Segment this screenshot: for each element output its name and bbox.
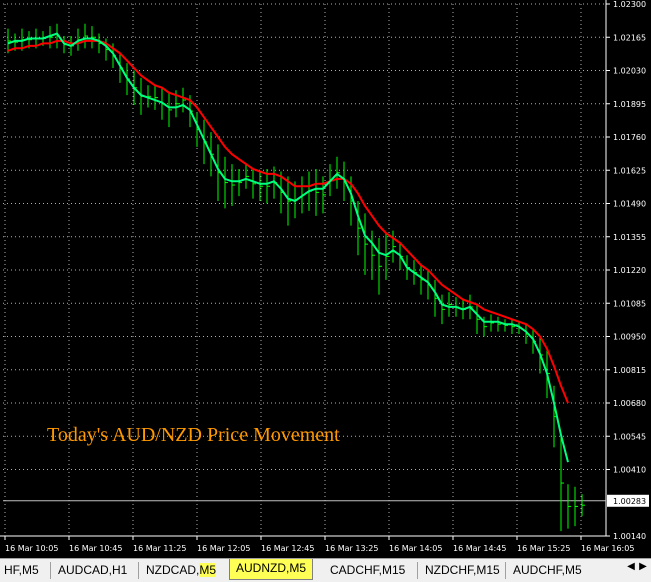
tab-scroll-arrows: ◀ ▶: [625, 561, 651, 580]
price-tick-label: 1.01220: [613, 266, 646, 275]
time-tick-label: 16 Mar 12:05: [197, 544, 250, 553]
price-tick-label: 1.01625: [613, 166, 646, 175]
price-tick-label: 1.00950: [613, 333, 646, 342]
price-tick-label: 1.00140: [613, 532, 646, 541]
tab-audcad-h1[interactable]: AUDCAD,H1: [58, 563, 128, 577]
time-tick-label: 16 Mar 11:25: [133, 544, 186, 553]
chart-annotation: Today's AUD/NZD Price Movement: [47, 424, 340, 446]
time-tick-label: 16 Mar 12:45: [261, 544, 314, 553]
tab-label-highlight: M5: [199, 563, 217, 577]
tab-cadchf-m15[interactable]: CADCHF,M15: [330, 563, 406, 577]
time-tick-label: 16 Mar 10:05: [5, 544, 58, 553]
price-tick-label: 1.01760: [613, 133, 646, 142]
price-tick-label: 1.01085: [613, 299, 646, 308]
time-tick-label: 16 Mar 10:45: [69, 544, 122, 553]
right-arrow-icon[interactable]: ▶: [639, 561, 647, 572]
time-tick-label: 16 Mar 16:05: [581, 544, 634, 553]
tab-audnzd-m5[interactable]: AUDNZD,M5: [229, 559, 314, 580]
time-tick-label: 16 Mar 14:05: [389, 544, 442, 553]
current-price-label: 1.00283: [613, 497, 646, 506]
time-tick-label: 16 Mar 14:45: [453, 544, 506, 553]
price-tick-label: 1.00815: [613, 366, 646, 375]
tab-audchf-m5[interactable]: AUDCHF,M5: [513, 563, 582, 577]
current-price-box: [607, 494, 649, 507]
price-tick-label: 1.02300: [613, 0, 646, 9]
price-tick-label: 1.00680: [613, 399, 646, 408]
tab-nzdchf-m15[interactable]: NZDCHF,M15: [425, 563, 500, 577]
chart-canvas: 1.02300 1.02165 1.02030 1.01895 1.01760 1.016…: [0, 0, 649, 553]
time-tick-label: 16 Mar 13:25: [325, 544, 378, 553]
left-arrow-icon[interactable]: ◀: [627, 561, 635, 572]
price-tick-label: 1.01490: [613, 200, 646, 209]
tab-label: NZDCAD,: [146, 563, 200, 577]
price-tick-label: 1.01895: [613, 100, 646, 109]
price-tick-label: 1.02030: [613, 67, 646, 76]
price-tick-label: 1.00545: [613, 432, 646, 441]
tab-hf-m5[interactable]: HF,M5: [4, 563, 39, 577]
price-tick-label: 1.02165: [613, 33, 646, 42]
tab-nzdcad-m5[interactable]: NZDCAD,M5: [146, 561, 217, 580]
price-chart[interactable]: 1.02300 1.02165 1.02030 1.01895 1.01760 1.016…: [0, 0, 651, 556]
fast-ma-line: [7, 32, 569, 463]
time-tick-label: 16 Mar 15:25: [517, 544, 570, 553]
chart-tab-bar: HF,M5 AUDCAD,H1 NZDCAD,M5 AUDNZD,M5 CADC…: [0, 558, 651, 582]
price-tick-label: 1.00410: [613, 466, 646, 475]
price-tick-label: 1.01355: [613, 233, 646, 242]
